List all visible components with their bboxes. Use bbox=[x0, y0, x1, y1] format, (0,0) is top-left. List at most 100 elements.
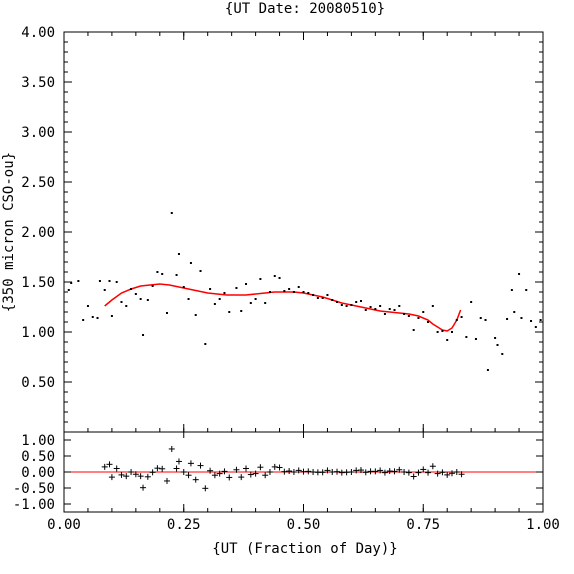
residual-y-tick-label: 0.00 bbox=[21, 465, 55, 481]
residual-point bbox=[458, 471, 465, 478]
residual-y-tick-label: -1.00 bbox=[13, 497, 55, 513]
data-point bbox=[340, 304, 343, 306]
data-point bbox=[518, 273, 521, 275]
main-plot-frame bbox=[63, 31, 544, 433]
residual-point bbox=[216, 470, 223, 477]
fit-curve bbox=[104, 283, 462, 332]
data-point bbox=[369, 306, 372, 308]
residual-point bbox=[106, 461, 113, 468]
data-point bbox=[316, 297, 319, 299]
data-point bbox=[187, 298, 190, 300]
data-point bbox=[486, 369, 489, 371]
residual-point bbox=[159, 465, 166, 472]
data-point bbox=[383, 313, 386, 315]
residual-point bbox=[226, 474, 233, 481]
data-point bbox=[283, 290, 286, 292]
x-ticks: 0.00 0.25 0.50 0.75 1.00 bbox=[47, 32, 560, 533]
residual-point bbox=[425, 469, 432, 476]
data-point bbox=[307, 292, 310, 294]
data-point bbox=[412, 329, 415, 331]
data-point bbox=[374, 308, 377, 310]
data-point bbox=[312, 294, 315, 296]
x-tick-label: 1.00 bbox=[526, 517, 560, 533]
residual-point bbox=[192, 476, 199, 483]
data-point bbox=[110, 315, 113, 317]
residual-panel: -1.00-0.500.000.501.00 0.00 0.25 0.50 0.75 1… bbox=[13, 32, 560, 533]
data-point bbox=[350, 304, 353, 306]
data-point bbox=[460, 316, 463, 318]
data-point bbox=[465, 336, 468, 338]
data-point bbox=[70, 282, 73, 284]
data-point bbox=[91, 316, 94, 318]
data-point bbox=[175, 274, 178, 276]
data-point bbox=[264, 302, 267, 304]
x-axis-label: {UT (Fraction of Day)} bbox=[212, 541, 397, 557]
data-point bbox=[218, 298, 221, 300]
residual-point bbox=[381, 469, 388, 476]
residual-point bbox=[238, 474, 245, 481]
residual-point bbox=[207, 467, 214, 474]
data-point bbox=[235, 287, 238, 289]
data-point bbox=[151, 285, 154, 287]
data-point bbox=[530, 320, 533, 322]
data-point bbox=[446, 339, 449, 341]
residual-y-tick-label: 1.00 bbox=[21, 433, 55, 449]
residual-point bbox=[132, 471, 139, 478]
residual-point bbox=[410, 473, 417, 480]
data-point bbox=[240, 310, 243, 312]
main-y-tick-label: 3.00 bbox=[21, 125, 55, 141]
residual-point bbox=[377, 467, 384, 474]
residual-point bbox=[444, 471, 451, 478]
residual-point bbox=[262, 472, 269, 479]
data-point bbox=[398, 305, 401, 307]
data-point bbox=[259, 278, 262, 280]
residual-point bbox=[271, 463, 278, 470]
data-point bbox=[403, 313, 406, 315]
data-point bbox=[120, 301, 123, 303]
data-point bbox=[268, 291, 271, 293]
data-point bbox=[288, 288, 291, 290]
data-point bbox=[204, 343, 207, 345]
data-point bbox=[422, 311, 425, 313]
data-point bbox=[450, 331, 453, 333]
chart-title: {UT Date: 20080510} bbox=[225, 1, 385, 17]
residual-point bbox=[396, 466, 403, 473]
data-point bbox=[393, 309, 396, 311]
residual-point bbox=[420, 466, 427, 473]
data-point bbox=[82, 319, 85, 321]
residual-point bbox=[266, 469, 273, 475]
data-point bbox=[539, 319, 542, 321]
residual-point bbox=[197, 462, 204, 469]
x-tick-label: 0.00 bbox=[47, 517, 81, 533]
residual-point bbox=[324, 467, 331, 474]
residual-points bbox=[101, 445, 465, 492]
data-point bbox=[115, 281, 118, 283]
main-y-tick-label: 4.00 bbox=[21, 25, 55, 41]
residual-point bbox=[113, 465, 120, 472]
data-point bbox=[134, 293, 137, 295]
data-point bbox=[470, 301, 473, 303]
residual-point bbox=[281, 468, 288, 475]
main-y-tick-label: 0.50 bbox=[21, 375, 55, 391]
y-axis-label: {350 micron CSO-ou} bbox=[1, 152, 17, 312]
residual-y-tick-label: 0.50 bbox=[21, 449, 55, 465]
x-tick-label: 0.25 bbox=[167, 517, 201, 533]
main-y-tick-label: 1.50 bbox=[21, 275, 55, 291]
residual-point bbox=[128, 469, 135, 475]
data-point bbox=[455, 319, 458, 321]
residual-point bbox=[149, 469, 156, 476]
residual-point bbox=[108, 474, 115, 481]
data-point bbox=[355, 301, 358, 303]
residual-point bbox=[405, 469, 412, 476]
residual-point bbox=[144, 473, 151, 480]
data-point bbox=[103, 289, 106, 291]
data-point bbox=[474, 338, 477, 340]
residual-point bbox=[401, 469, 408, 475]
data-point bbox=[436, 331, 439, 333]
residual-point bbox=[357, 467, 364, 474]
residual-point bbox=[305, 468, 312, 475]
residual-point bbox=[221, 468, 228, 475]
data-point bbox=[189, 262, 192, 264]
data-point bbox=[278, 277, 281, 279]
